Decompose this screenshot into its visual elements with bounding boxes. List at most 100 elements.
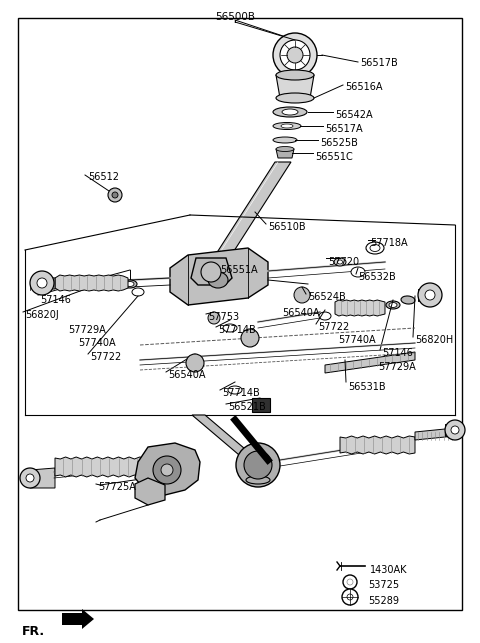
Polygon shape — [42, 277, 55, 289]
Text: 57729A: 57729A — [68, 325, 106, 335]
Text: 56540A: 56540A — [282, 308, 320, 318]
Polygon shape — [135, 478, 165, 505]
Circle shape — [186, 354, 204, 372]
Polygon shape — [209, 162, 291, 265]
Ellipse shape — [276, 147, 294, 152]
Text: 56531B: 56531B — [348, 382, 385, 392]
Text: 56525B: 56525B — [320, 138, 358, 148]
Polygon shape — [340, 436, 415, 454]
Circle shape — [26, 474, 34, 482]
Text: 56500B: 56500B — [215, 12, 255, 22]
Circle shape — [112, 192, 118, 198]
Text: 56521B: 56521B — [228, 402, 266, 412]
Circle shape — [30, 271, 54, 295]
Text: 57722: 57722 — [90, 352, 121, 362]
Polygon shape — [325, 352, 415, 373]
Ellipse shape — [366, 242, 384, 254]
Polygon shape — [276, 149, 294, 158]
Ellipse shape — [123, 280, 137, 288]
Polygon shape — [55, 457, 145, 477]
Ellipse shape — [103, 280, 117, 288]
Ellipse shape — [223, 324, 237, 332]
Text: 57740A: 57740A — [78, 338, 116, 348]
Text: 56551C: 56551C — [315, 152, 353, 162]
Text: 56820J: 56820J — [25, 310, 59, 320]
Text: 57146: 57146 — [382, 348, 413, 358]
Text: 57722: 57722 — [318, 322, 349, 332]
Text: 56551A: 56551A — [220, 265, 258, 275]
Ellipse shape — [281, 124, 293, 128]
Ellipse shape — [273, 137, 297, 143]
Circle shape — [451, 426, 459, 434]
Circle shape — [425, 290, 435, 300]
Circle shape — [244, 451, 272, 479]
Circle shape — [418, 283, 442, 307]
Circle shape — [241, 329, 259, 347]
Circle shape — [347, 579, 353, 585]
Circle shape — [287, 47, 303, 63]
Ellipse shape — [132, 288, 144, 296]
Text: 57714B: 57714B — [222, 388, 260, 398]
Text: 56532B: 56532B — [358, 272, 396, 282]
Ellipse shape — [389, 302, 397, 307]
Ellipse shape — [334, 258, 346, 266]
Text: 56820H: 56820H — [415, 335, 453, 345]
Circle shape — [201, 262, 221, 282]
Polygon shape — [445, 424, 455, 436]
Polygon shape — [30, 468, 55, 488]
Text: 57725A: 57725A — [98, 482, 136, 492]
Ellipse shape — [282, 109, 298, 115]
Bar — [252, 398, 270, 412]
Ellipse shape — [351, 267, 365, 277]
Circle shape — [236, 443, 280, 487]
Polygon shape — [335, 300, 385, 316]
Text: 56524B: 56524B — [308, 292, 346, 302]
Circle shape — [342, 589, 358, 605]
Ellipse shape — [273, 107, 307, 117]
Ellipse shape — [208, 272, 228, 288]
Circle shape — [153, 456, 181, 484]
Text: 55289: 55289 — [368, 596, 399, 606]
Text: 57729A: 57729A — [378, 362, 416, 372]
Polygon shape — [170, 248, 268, 305]
Circle shape — [280, 40, 310, 70]
Ellipse shape — [276, 93, 314, 103]
Ellipse shape — [228, 386, 242, 394]
Text: 1430AK: 1430AK — [370, 565, 408, 575]
Polygon shape — [415, 428, 455, 440]
Ellipse shape — [386, 301, 400, 309]
Circle shape — [294, 287, 310, 303]
Circle shape — [20, 468, 40, 488]
Circle shape — [273, 33, 317, 77]
Ellipse shape — [126, 282, 134, 287]
Text: 57720: 57720 — [328, 257, 359, 267]
Text: 56516A: 56516A — [345, 82, 383, 92]
Text: 56510B: 56510B — [268, 222, 306, 232]
Text: FR.: FR. — [22, 625, 45, 638]
Ellipse shape — [319, 312, 331, 320]
Ellipse shape — [273, 123, 301, 129]
Polygon shape — [191, 258, 232, 285]
Circle shape — [343, 575, 357, 589]
Circle shape — [161, 464, 173, 476]
Polygon shape — [135, 443, 200, 495]
Text: 57146: 57146 — [40, 295, 71, 305]
Polygon shape — [62, 609, 94, 629]
Ellipse shape — [337, 260, 343, 264]
Polygon shape — [55, 275, 128, 291]
Text: 56542A: 56542A — [335, 110, 372, 120]
Circle shape — [208, 312, 220, 324]
Text: 56512: 56512 — [88, 172, 119, 182]
Circle shape — [37, 278, 47, 288]
Text: 53725: 53725 — [368, 580, 399, 590]
Text: 57740A: 57740A — [338, 335, 376, 345]
Polygon shape — [192, 415, 258, 460]
Ellipse shape — [370, 244, 380, 251]
Circle shape — [108, 188, 122, 202]
Text: 56517B: 56517B — [360, 58, 398, 68]
Text: 56517A: 56517A — [325, 124, 362, 134]
Ellipse shape — [276, 70, 314, 80]
Text: 57753: 57753 — [208, 312, 239, 322]
Text: 57714B: 57714B — [218, 325, 256, 335]
Circle shape — [347, 594, 353, 600]
